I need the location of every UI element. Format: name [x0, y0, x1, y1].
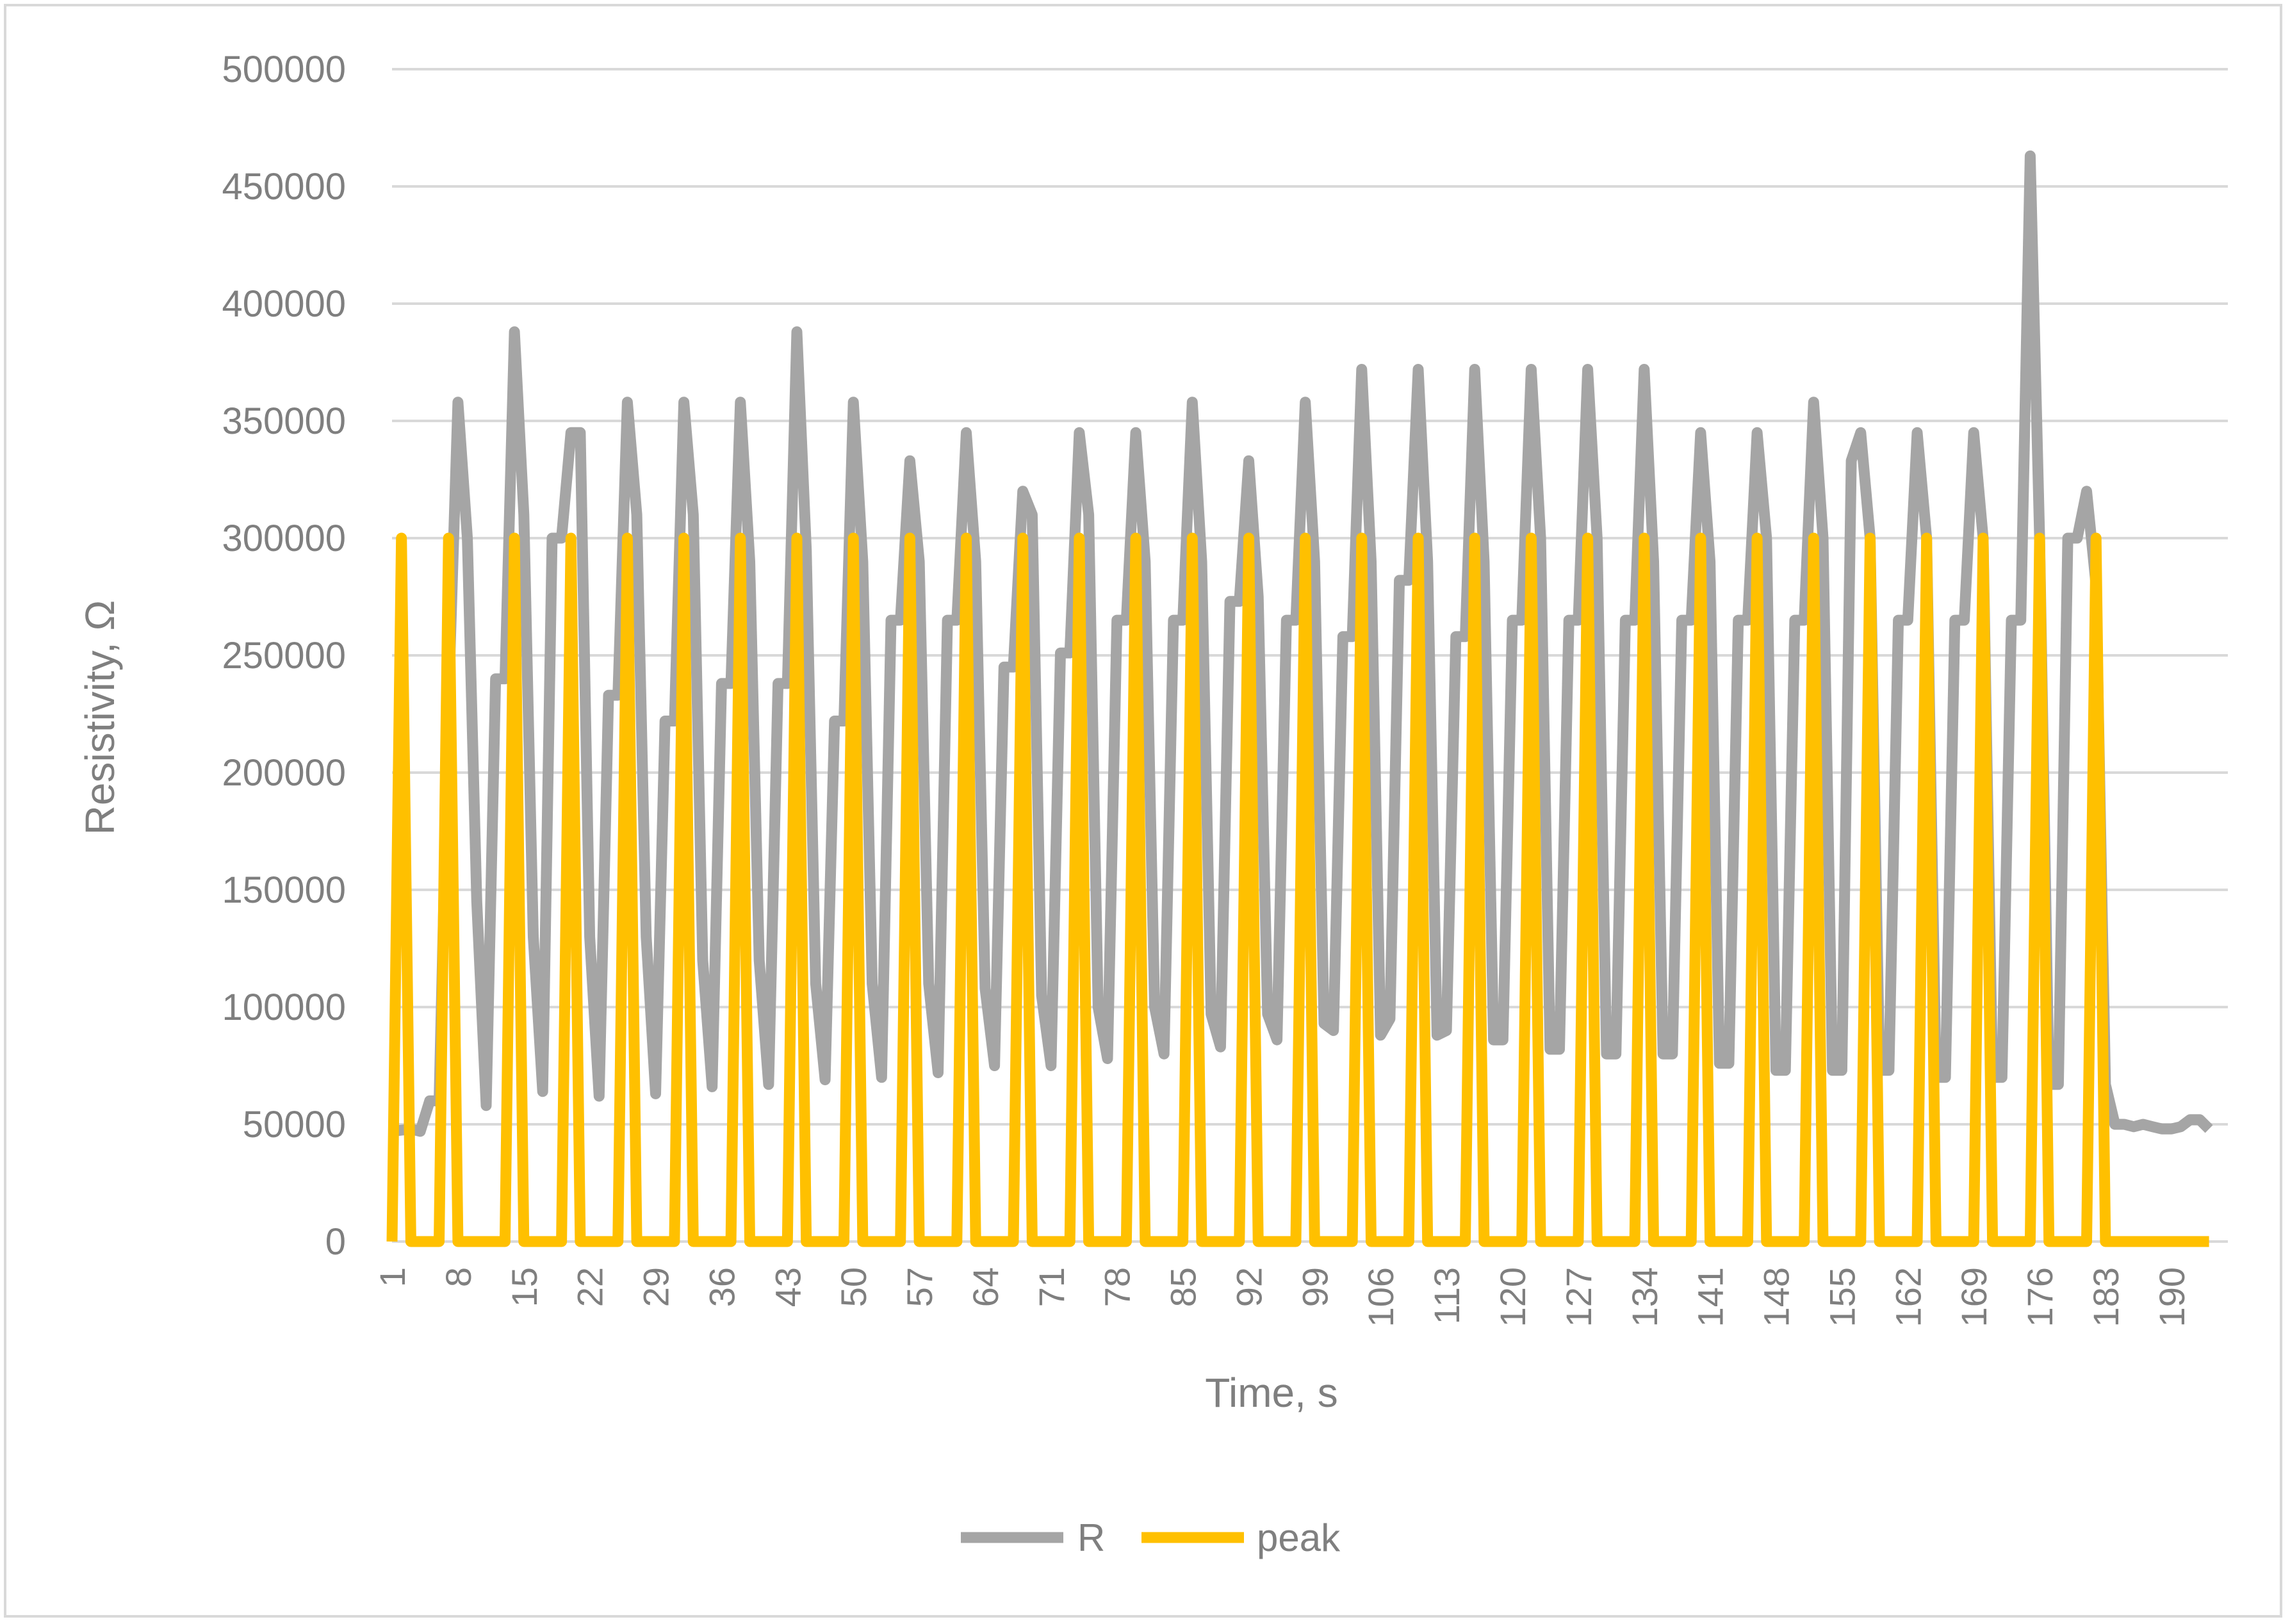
- x-tick-label: 176: [2020, 1267, 2060, 1327]
- series-line-R: [391, 150, 2213, 1137]
- x-tick-label: 162: [1888, 1267, 1928, 1327]
- x-tick-label: 190: [2152, 1267, 2192, 1327]
- x-tick-label: 78: [1097, 1267, 1138, 1307]
- x-tick-label: 64: [965, 1267, 1006, 1307]
- x-tick-label: 113: [1427, 1267, 1467, 1324]
- x-axis-ticks: 1 8 15 22 29 36 43 50 57 64 71 78 85 92 99 106 113 120 127…: [372, 1267, 2192, 1327]
- y-tick-label: 400000: [222, 283, 346, 325]
- series-line-peak: [386, 532, 2209, 1247]
- y-tick-label: 500000: [222, 49, 346, 90]
- x-tick-label: 92: [1229, 1267, 1269, 1307]
- x-tick-label: 134: [1624, 1267, 1665, 1327]
- y-tick-label: 300000: [222, 518, 346, 559]
- y-tick-label: 0: [325, 1221, 346, 1263]
- y-axis-ticks: 0 50000 100000 150000 200000 250000 300000 3500…: [222, 49, 346, 1263]
- x-tick-label: 22: [570, 1267, 610, 1307]
- series-lines: [386, 150, 2213, 1247]
- x-tick-label: 141: [1690, 1267, 1731, 1327]
- legend-label-peak: peak: [1257, 1516, 1341, 1559]
- x-tick-label: 71: [1031, 1267, 1072, 1307]
- x-tick-label: 183: [2086, 1267, 2126, 1327]
- legend-label-R: R: [1077, 1516, 1105, 1559]
- y-tick-label: 250000: [222, 635, 346, 677]
- x-tick-label: 15: [504, 1267, 544, 1307]
- x-tick-label: 50: [833, 1267, 874, 1307]
- x-tick-label: 1: [372, 1267, 413, 1287]
- y-tick-label: 450000: [222, 166, 346, 208]
- x-tick-label: 29: [636, 1267, 676, 1307]
- y-tick-label: 100000: [222, 987, 346, 1028]
- y-tick-label: 350000: [222, 400, 346, 442]
- y-axis-title: Resistivity, Ω: [77, 600, 123, 835]
- x-tick-label: 155: [1822, 1267, 1862, 1327]
- x-tick-label: 169: [1954, 1267, 1994, 1327]
- x-tick-label: 57: [899, 1267, 940, 1307]
- x-tick-label: 106: [1361, 1267, 1401, 1327]
- x-tick-label: 8: [438, 1267, 478, 1287]
- y-tick-label: 150000: [222, 869, 346, 911]
- x-axis-title: Time, s: [1205, 1370, 1337, 1416]
- x-tick-label: 148: [1756, 1267, 1797, 1327]
- x-tick-label: 99: [1295, 1267, 1335, 1307]
- x-tick-label: 36: [701, 1267, 742, 1307]
- x-tick-label: 127: [1558, 1267, 1599, 1327]
- x-tick-label: 120: [1493, 1267, 1533, 1327]
- x-tick-label: 43: [767, 1267, 808, 1307]
- y-tick-label: 200000: [222, 752, 346, 794]
- y-tick-label: 50000: [243, 1104, 346, 1145]
- x-tick-label: 85: [1163, 1267, 1204, 1307]
